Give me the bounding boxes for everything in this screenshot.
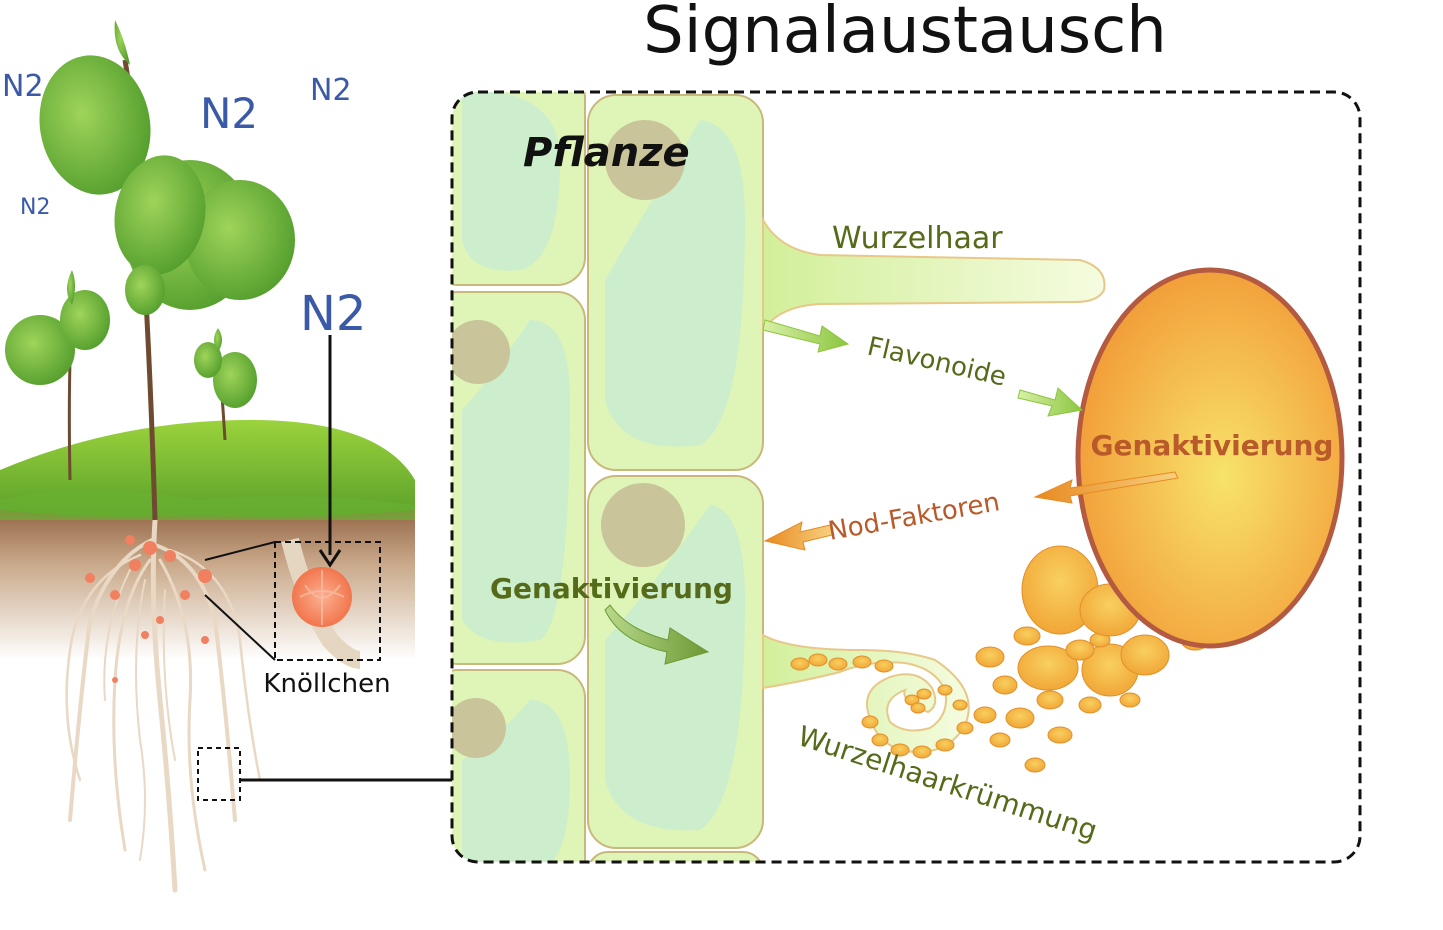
n2-label: N2	[300, 286, 366, 342]
nodule-inset	[204, 537, 381, 669]
nod-factor-arrow-2	[763, 521, 833, 551]
flavonoid-arrow-2	[1017, 387, 1084, 417]
zoom-box	[197, 747, 241, 801]
plant-label: Pflanze	[523, 130, 690, 176]
flavonoid-arrow-1	[762, 319, 850, 353]
diagram-title: Signalaustausch	[643, 0, 1167, 68]
n2-label: N2	[20, 195, 50, 220]
nodule-label: Knöllchen	[263, 669, 390, 699]
n2-label: N2	[310, 73, 352, 108]
bacterium-gene-activation-label: Genaktivierung	[1091, 429, 1334, 462]
leaves	[5, 20, 295, 408]
flavonoids-label: Flavonoide	[864, 332, 1009, 393]
plant-cells	[452, 92, 764, 862]
bacterium	[1075, 267, 1345, 649]
gene-activation-arrow	[604, 604, 710, 665]
root-nodules	[85, 535, 212, 683]
root-hair-label: Wurzelhaar	[832, 221, 1003, 256]
n2-label: N2	[2, 69, 44, 104]
plant-gene-activation-label: Genaktivierung	[490, 572, 733, 605]
root-hair	[762, 216, 1106, 334]
detail-panel-border	[450, 90, 1362, 864]
plant-illustration: N2 N2 N2 N2 N2 Knöllchen	[0, 20, 452, 893]
detail-panel: Pflanze Wurzelhaar Flavonoide Genaktivie…	[450, 90, 1362, 864]
nod-factors-label: Nod-Faktoren	[826, 487, 1002, 547]
nod-factor-arrow-1	[1033, 471, 1179, 504]
roots	[65, 517, 262, 893]
curled-root-hair	[762, 633, 970, 754]
n2-label: N2	[200, 89, 258, 138]
